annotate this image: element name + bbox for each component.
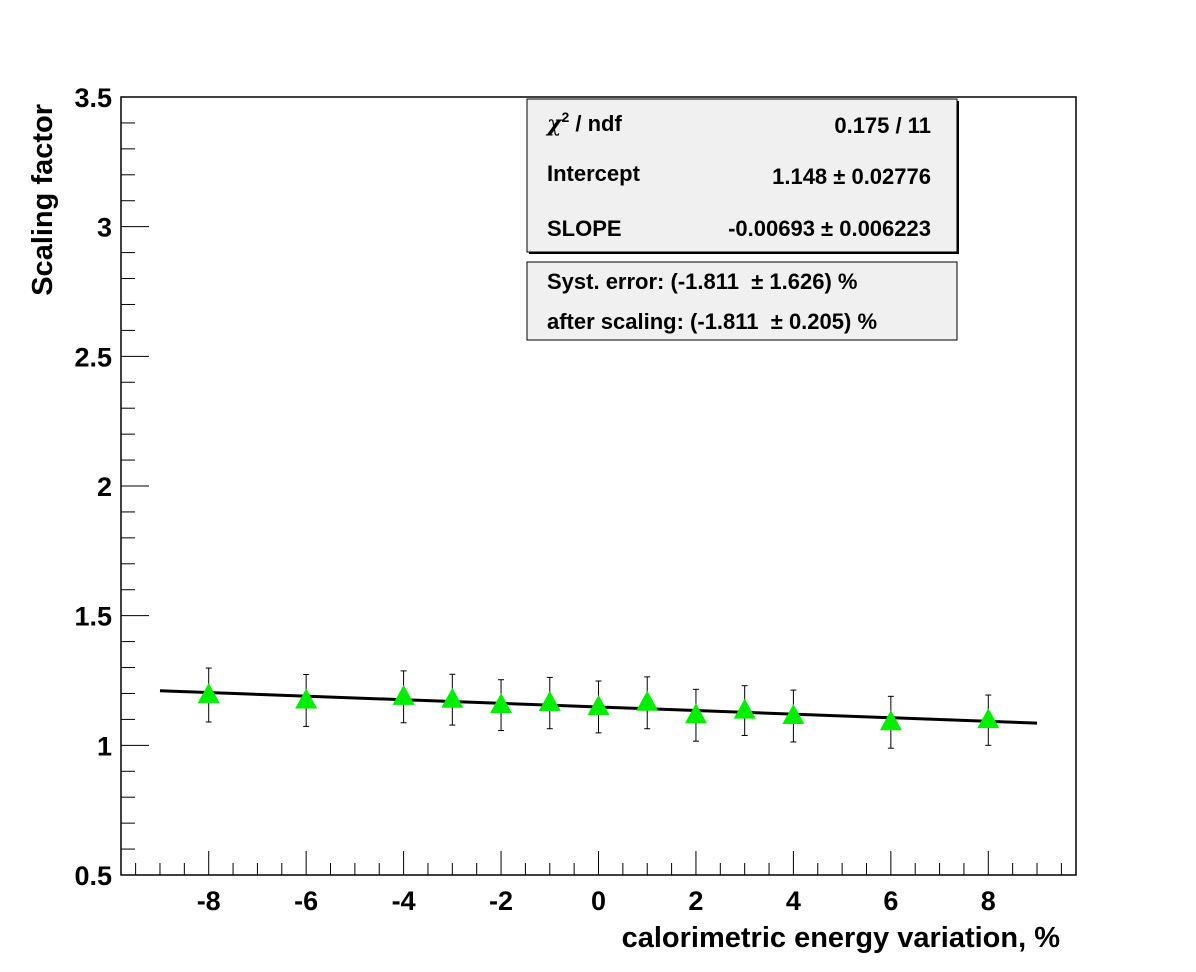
x-tick-label: -6	[294, 886, 318, 916]
triangle-marker	[733, 698, 756, 719]
x-tick-label: 4	[786, 886, 801, 916]
data-point	[441, 673, 464, 726]
data-point	[538, 676, 561, 730]
chi2-value: 0.175 / 11	[834, 113, 931, 138]
triangle-marker	[538, 691, 561, 712]
fit-stats-box-bg	[526, 98, 958, 253]
triangle-marker	[636, 690, 659, 711]
y-tick-label: 1.5	[74, 602, 112, 632]
syst-error-box-bg	[526, 261, 958, 341]
axis-ticks	[121, 96, 1062, 876]
triangle-marker	[392, 684, 415, 705]
y-tick-label: 3.5	[74, 83, 112, 113]
data-point	[587, 680, 610, 734]
x-tick-label: -4	[392, 886, 416, 916]
after-scaling-line: after scaling: (-1.811 ± 0.205) %	[547, 309, 877, 334]
x-tick-label: -2	[489, 886, 513, 916]
syst-error-line: Syst. error: (-1.811 ± 1.626) %	[547, 269, 857, 294]
slope-label: SLOPE	[547, 216, 622, 241]
triangle-marker	[977, 708, 1000, 729]
intercept-label: Intercept	[547, 161, 641, 186]
x-tick-label: 6	[883, 886, 898, 916]
data-point	[977, 694, 1000, 746]
triangle-marker	[490, 693, 513, 714]
x-tick-label: 8	[981, 886, 996, 916]
y-tick-label: 2	[97, 472, 112, 502]
triangle-marker	[587, 694, 610, 715]
triangle-marker	[684, 703, 707, 724]
data-point	[782, 689, 805, 743]
y-tick-label: 3	[97, 213, 112, 243]
y-tick-label: 1	[97, 731, 112, 761]
triangle-marker	[197, 683, 220, 704]
y-axis-title: Scaling factor	[27, 104, 59, 296]
data-point	[636, 676, 659, 730]
data-points	[197, 667, 1000, 749]
x-tick-label: -8	[197, 886, 221, 916]
triangle-marker	[879, 710, 902, 731]
data-point	[490, 679, 513, 732]
y-tick-label: 0.5	[74, 861, 112, 891]
triangle-marker	[441, 687, 464, 708]
fit-stats-box: χ2 / ndf 0.175 / 11 Intercept 1.148 ± 0.…	[526, 98, 959, 254]
x-tick-label: 2	[688, 886, 703, 916]
y-tick-label: 2.5	[74, 342, 112, 372]
data-point	[392, 670, 415, 724]
data-point	[295, 674, 318, 727]
axis-tick-labels: -8 -6 -4 -2 0 2 4 6 8 0.5 1 1.5 2 2.5 3 3.5	[74, 83, 995, 916]
data-point	[197, 667, 220, 723]
x-axis-title: calorimetric energy variation, %	[622, 922, 1061, 954]
triangle-marker	[295, 688, 318, 709]
data-point	[733, 685, 756, 736]
data-point	[684, 688, 707, 742]
intercept-value: 1.148 ± 0.02776	[772, 164, 931, 189]
chi2-label: χ2 / ndf	[545, 109, 622, 137]
slope-value: -0.00693 ± 0.006223	[728, 216, 931, 241]
syst-error-box: Syst. error: (-1.811 ± 1.626) % after sc…	[526, 261, 958, 341]
x-tick-label: 0	[591, 886, 606, 916]
data-point	[879, 695, 902, 749]
triangle-marker	[782, 704, 805, 725]
